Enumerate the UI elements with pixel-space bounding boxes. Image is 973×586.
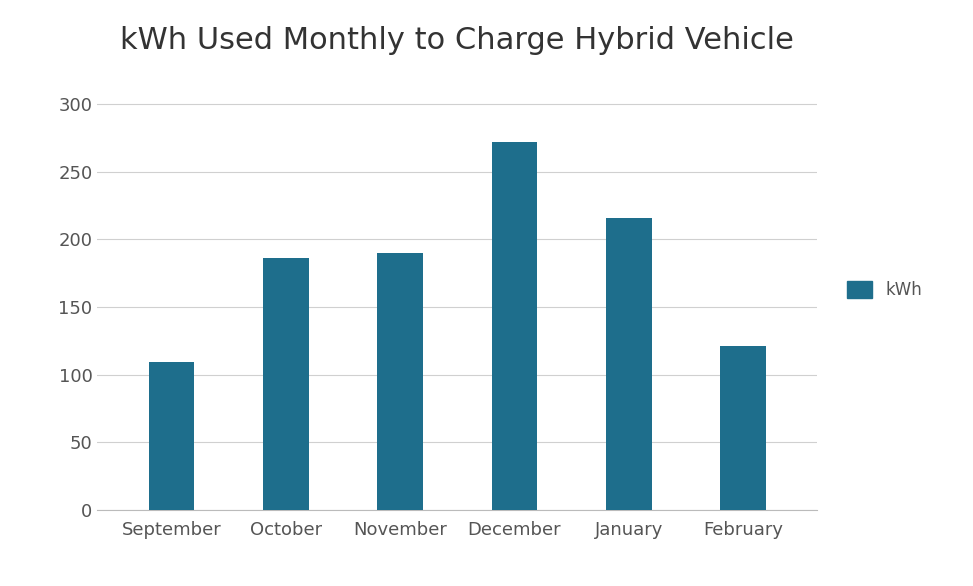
Bar — [263, 258, 308, 510]
Bar — [491, 142, 537, 510]
Legend: kWh: kWh — [840, 274, 928, 306]
Bar — [606, 218, 652, 510]
Title: kWh Used Monthly to Charge Hybrid Vehicle: kWh Used Monthly to Charge Hybrid Vehicl… — [121, 26, 794, 56]
Bar — [378, 253, 423, 510]
Bar — [720, 346, 766, 510]
Bar — [149, 362, 195, 510]
